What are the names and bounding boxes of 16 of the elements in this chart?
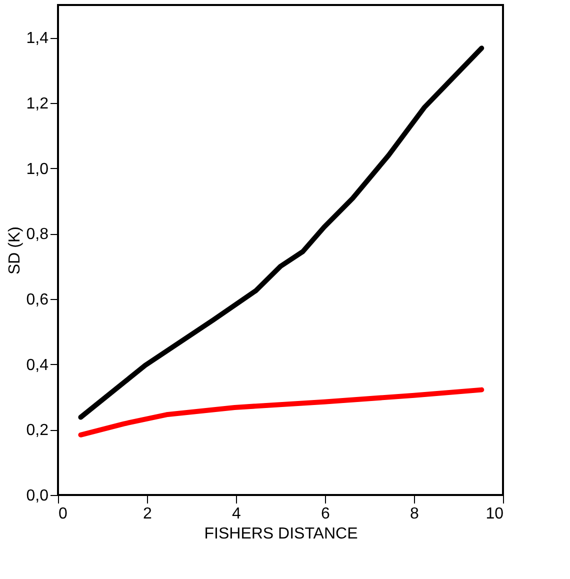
y-tick-label: 0,6 (26, 292, 49, 308)
y-tick-label: 1,0 (26, 160, 49, 178)
y-axis-title: SD (K) (6, 226, 24, 274)
x-tick-label: 4 (232, 506, 242, 522)
y-tick-label: 0,2 (26, 422, 49, 440)
y-tick-label: 1,4 (26, 30, 49, 48)
y-tick-label: 0,8 (26, 226, 49, 244)
x-tick-label: 0 (58, 506, 68, 522)
y-tick-label: 0,0 (26, 488, 49, 504)
x-tick-label: 10 (486, 506, 504, 522)
y-tick-label: 1,2 (26, 96, 49, 112)
x-axis-title: FISHERS DISTANCE (204, 526, 358, 542)
x-tick-label: 2 (143, 506, 152, 522)
y-tick-label: 0,4 (26, 356, 49, 374)
x-tick-label: 6 (321, 506, 330, 522)
x-tick-label: 8 (410, 506, 420, 522)
